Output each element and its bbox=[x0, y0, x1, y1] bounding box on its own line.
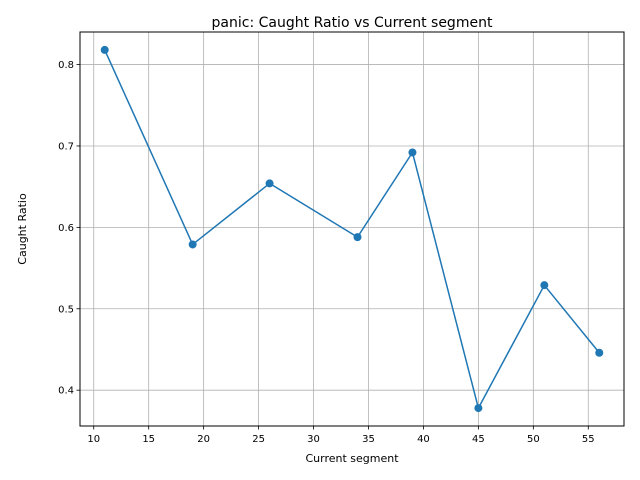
data-point bbox=[188, 240, 197, 249]
x-tick-label: 35 bbox=[362, 434, 375, 445]
x-tick-label: 10 bbox=[87, 434, 100, 445]
data-point bbox=[540, 281, 549, 290]
y-tick-label: 0.5 bbox=[58, 304, 74, 315]
x-tick-label: 45 bbox=[472, 434, 485, 445]
plot-area-frame bbox=[79, 31, 625, 427]
data-point bbox=[353, 233, 362, 242]
y-tick-label: 0.7 bbox=[58, 141, 74, 152]
chart-title: panic: Caught Ratio vs Current segment bbox=[212, 15, 493, 31]
x-tick-label: 25 bbox=[252, 434, 265, 445]
data-point bbox=[595, 348, 604, 357]
series-line bbox=[104, 49, 600, 409]
x-tick-label: 15 bbox=[142, 434, 155, 445]
x-axis-ticks: 10 15 20 25 30 35 40 45 50 55 bbox=[87, 426, 595, 445]
grid bbox=[80, 32, 624, 426]
y-tick-label: 0.6 bbox=[58, 223, 74, 234]
x-axis-label: Current segment bbox=[305, 452, 399, 465]
data-point bbox=[100, 45, 109, 54]
series-layer bbox=[100, 45, 604, 413]
data-point bbox=[408, 148, 417, 157]
x-tick-label: 20 bbox=[197, 434, 210, 445]
data-point bbox=[474, 404, 483, 413]
x-tick-label: 55 bbox=[582, 434, 595, 445]
x-tick-label: 40 bbox=[417, 434, 430, 445]
y-tick-label: 0.8 bbox=[58, 60, 74, 71]
y-tick-label: 0.4 bbox=[58, 386, 74, 397]
x-tick-label: 30 bbox=[307, 434, 320, 445]
x-tick-label: 50 bbox=[527, 434, 540, 445]
y-axis-ticks: 0.4 0.5 0.6 0.7 0.8 bbox=[58, 60, 80, 397]
y-axis-label: Caught Ratio bbox=[16, 193, 29, 265]
data-point bbox=[265, 179, 274, 188]
